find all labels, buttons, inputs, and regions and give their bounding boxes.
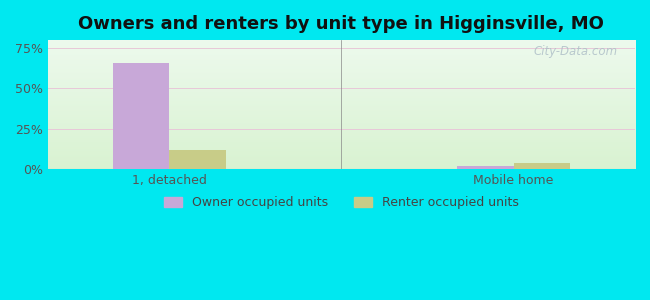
Bar — [112, 63, 170, 169]
Bar — [457, 167, 514, 169]
Legend: Owner occupied units, Renter occupied units: Owner occupied units, Renter occupied un… — [159, 191, 524, 214]
Bar — [514, 163, 570, 169]
Text: City-Data.com: City-Data.com — [533, 45, 618, 58]
Bar — [170, 149, 226, 169]
Title: Owners and renters by unit type in Higginsville, MO: Owners and renters by unit type in Higgi… — [79, 15, 604, 33]
